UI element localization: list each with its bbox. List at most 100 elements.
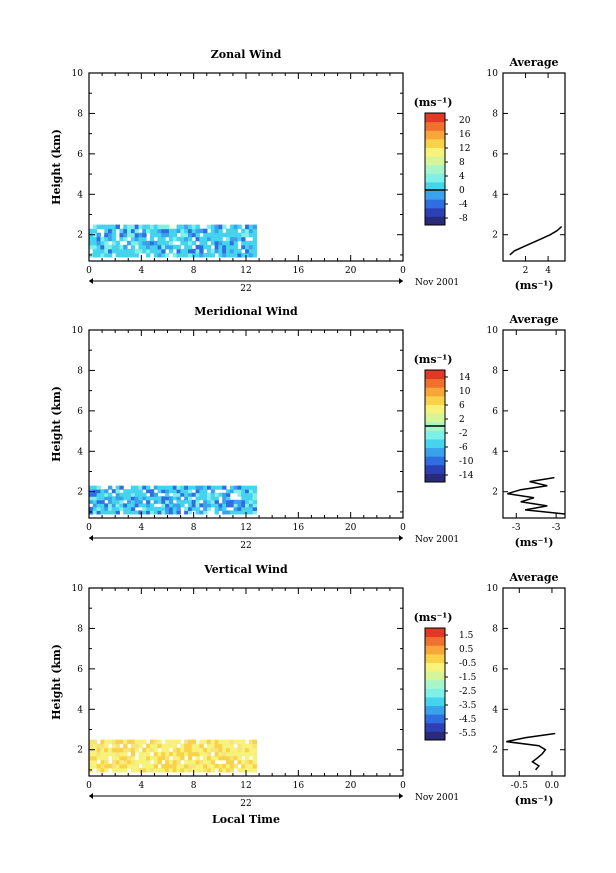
heatmap-cell: [218, 763, 223, 769]
heatmap-cell: [157, 252, 162, 258]
heatmap-cell: [115, 499, 120, 504]
heatmap-cell: [138, 510, 143, 515]
heatmap-cell: [210, 496, 216, 501]
heatmap-cell: [146, 240, 151, 246]
x-tick-label: 8: [191, 781, 197, 791]
heatmap-cell: [184, 739, 189, 745]
average-y-tick-label: 8: [492, 109, 498, 119]
heatmap-cell: [89, 510, 94, 515]
heatmap-cell: [127, 252, 132, 258]
x-tick-label: 0: [86, 266, 92, 276]
x-tick-label: 12: [240, 266, 251, 276]
heatmap-cell: [187, 248, 193, 254]
heatmap-cell: [142, 236, 147, 242]
heatmap-cell: [229, 510, 235, 515]
y-tick-label: 10: [72, 584, 84, 594]
heatmap-cell: [92, 492, 98, 497]
heatmap-cell: [237, 743, 242, 749]
heatmap-cell: [127, 510, 132, 515]
heatmap-cell: [252, 244, 257, 250]
heatmap-cell: [168, 743, 174, 749]
colorbar-tick-label: -1.5: [459, 673, 477, 683]
heatmap-cell: [134, 489, 139, 494]
heatmap-cell: [142, 739, 147, 745]
heatmap-cell: [165, 499, 170, 504]
heatmap-cell: [199, 492, 204, 497]
heatmap-cell: [130, 763, 136, 769]
heatmap-cell: [237, 767, 242, 773]
heatmap-cell: [233, 232, 238, 238]
heatmap-cell: [245, 503, 250, 508]
heatmap-cell: [226, 252, 231, 258]
heatmap: [89, 224, 257, 258]
colorbar-segment: [425, 636, 445, 646]
heatmap-cell: [123, 232, 128, 238]
heatmap-cell: [172, 755, 178, 761]
heatmap-cell: [115, 485, 120, 490]
heatmap-cell: [100, 252, 105, 258]
average-x-tick-label: -0.5: [511, 781, 529, 791]
heatmap-cell: [168, 739, 174, 745]
average-y-tick-label: 2: [492, 488, 498, 498]
heatmap-cell: [199, 763, 204, 769]
y-tick-label: 2: [77, 746, 83, 756]
colorbar-tick-label: 8: [459, 158, 465, 168]
heatmap-cell: [142, 755, 147, 761]
colorbar-tick-label: -6: [459, 443, 468, 453]
heatmap-cell: [180, 224, 185, 230]
heatmap-cell: [157, 244, 162, 250]
heatmap-cell: [146, 506, 151, 511]
heatmap-cell: [252, 767, 257, 773]
heatmap-cell: [146, 763, 151, 769]
heatmap-cell: [226, 236, 231, 242]
heatmap-cell: [191, 232, 197, 238]
heatmap-cell: [245, 232, 250, 238]
heatmap-cell: [222, 244, 227, 250]
heatmap-cell: [130, 232, 136, 238]
heatmap-cell: [233, 510, 238, 515]
heatmap-cell: [168, 496, 174, 501]
heatmap-cell: [172, 763, 178, 769]
average-title: Average: [508, 56, 558, 69]
heatmap-cell: [100, 743, 105, 749]
heatmap-cell: [123, 759, 128, 765]
heatmap-cell: [119, 485, 124, 490]
average-y-tick-label: 10: [487, 326, 499, 336]
heatmap-cell: [248, 739, 254, 745]
colorbar-segment: [425, 156, 445, 166]
heatmap-cell: [165, 496, 170, 501]
heatmap-cell: [100, 236, 105, 242]
heatmap-cell: [92, 248, 98, 254]
heatmap-cell: [206, 759, 212, 765]
heatmap-cell: [184, 228, 189, 234]
heatmap-cell: [218, 485, 223, 490]
heatmap-cell: [187, 747, 193, 753]
average-panel: Average 2 4 6 8 10 -0.5 0.0 (ms⁻¹): [487, 571, 566, 807]
heatmap-cell: [191, 751, 197, 757]
colorbar-segment: [425, 138, 445, 148]
heatmap-cell: [146, 496, 151, 501]
heatmap-cell: [229, 759, 235, 765]
heatmap-cell: [176, 739, 181, 745]
colorbar-segment: [425, 147, 445, 157]
heatmap-cell: [104, 224, 109, 230]
heatmap-cell: [123, 755, 128, 761]
heatmap-cell: [168, 244, 174, 250]
heatmap-cell: [195, 747, 200, 753]
colorbar-tick-label: 10: [459, 387, 471, 397]
heatmap-cell: [214, 496, 219, 501]
heatmap-cell: [146, 510, 151, 515]
heatmap-cell: [229, 767, 235, 773]
heatmap-cell: [187, 492, 193, 497]
average-title: Average: [508, 313, 558, 326]
heatmap-cell: [237, 224, 242, 230]
heatmap-cell: [206, 751, 212, 757]
day-label: 22: [240, 541, 251, 551]
heatmap: [89, 485, 257, 515]
heatmap-cell: [187, 232, 193, 238]
heatmap-cell: [210, 739, 216, 745]
heatmap-cell: [184, 496, 189, 501]
heatmap-cell: [237, 252, 242, 258]
heatmap-cell: [104, 759, 109, 765]
heatmap-cell: [168, 503, 174, 508]
